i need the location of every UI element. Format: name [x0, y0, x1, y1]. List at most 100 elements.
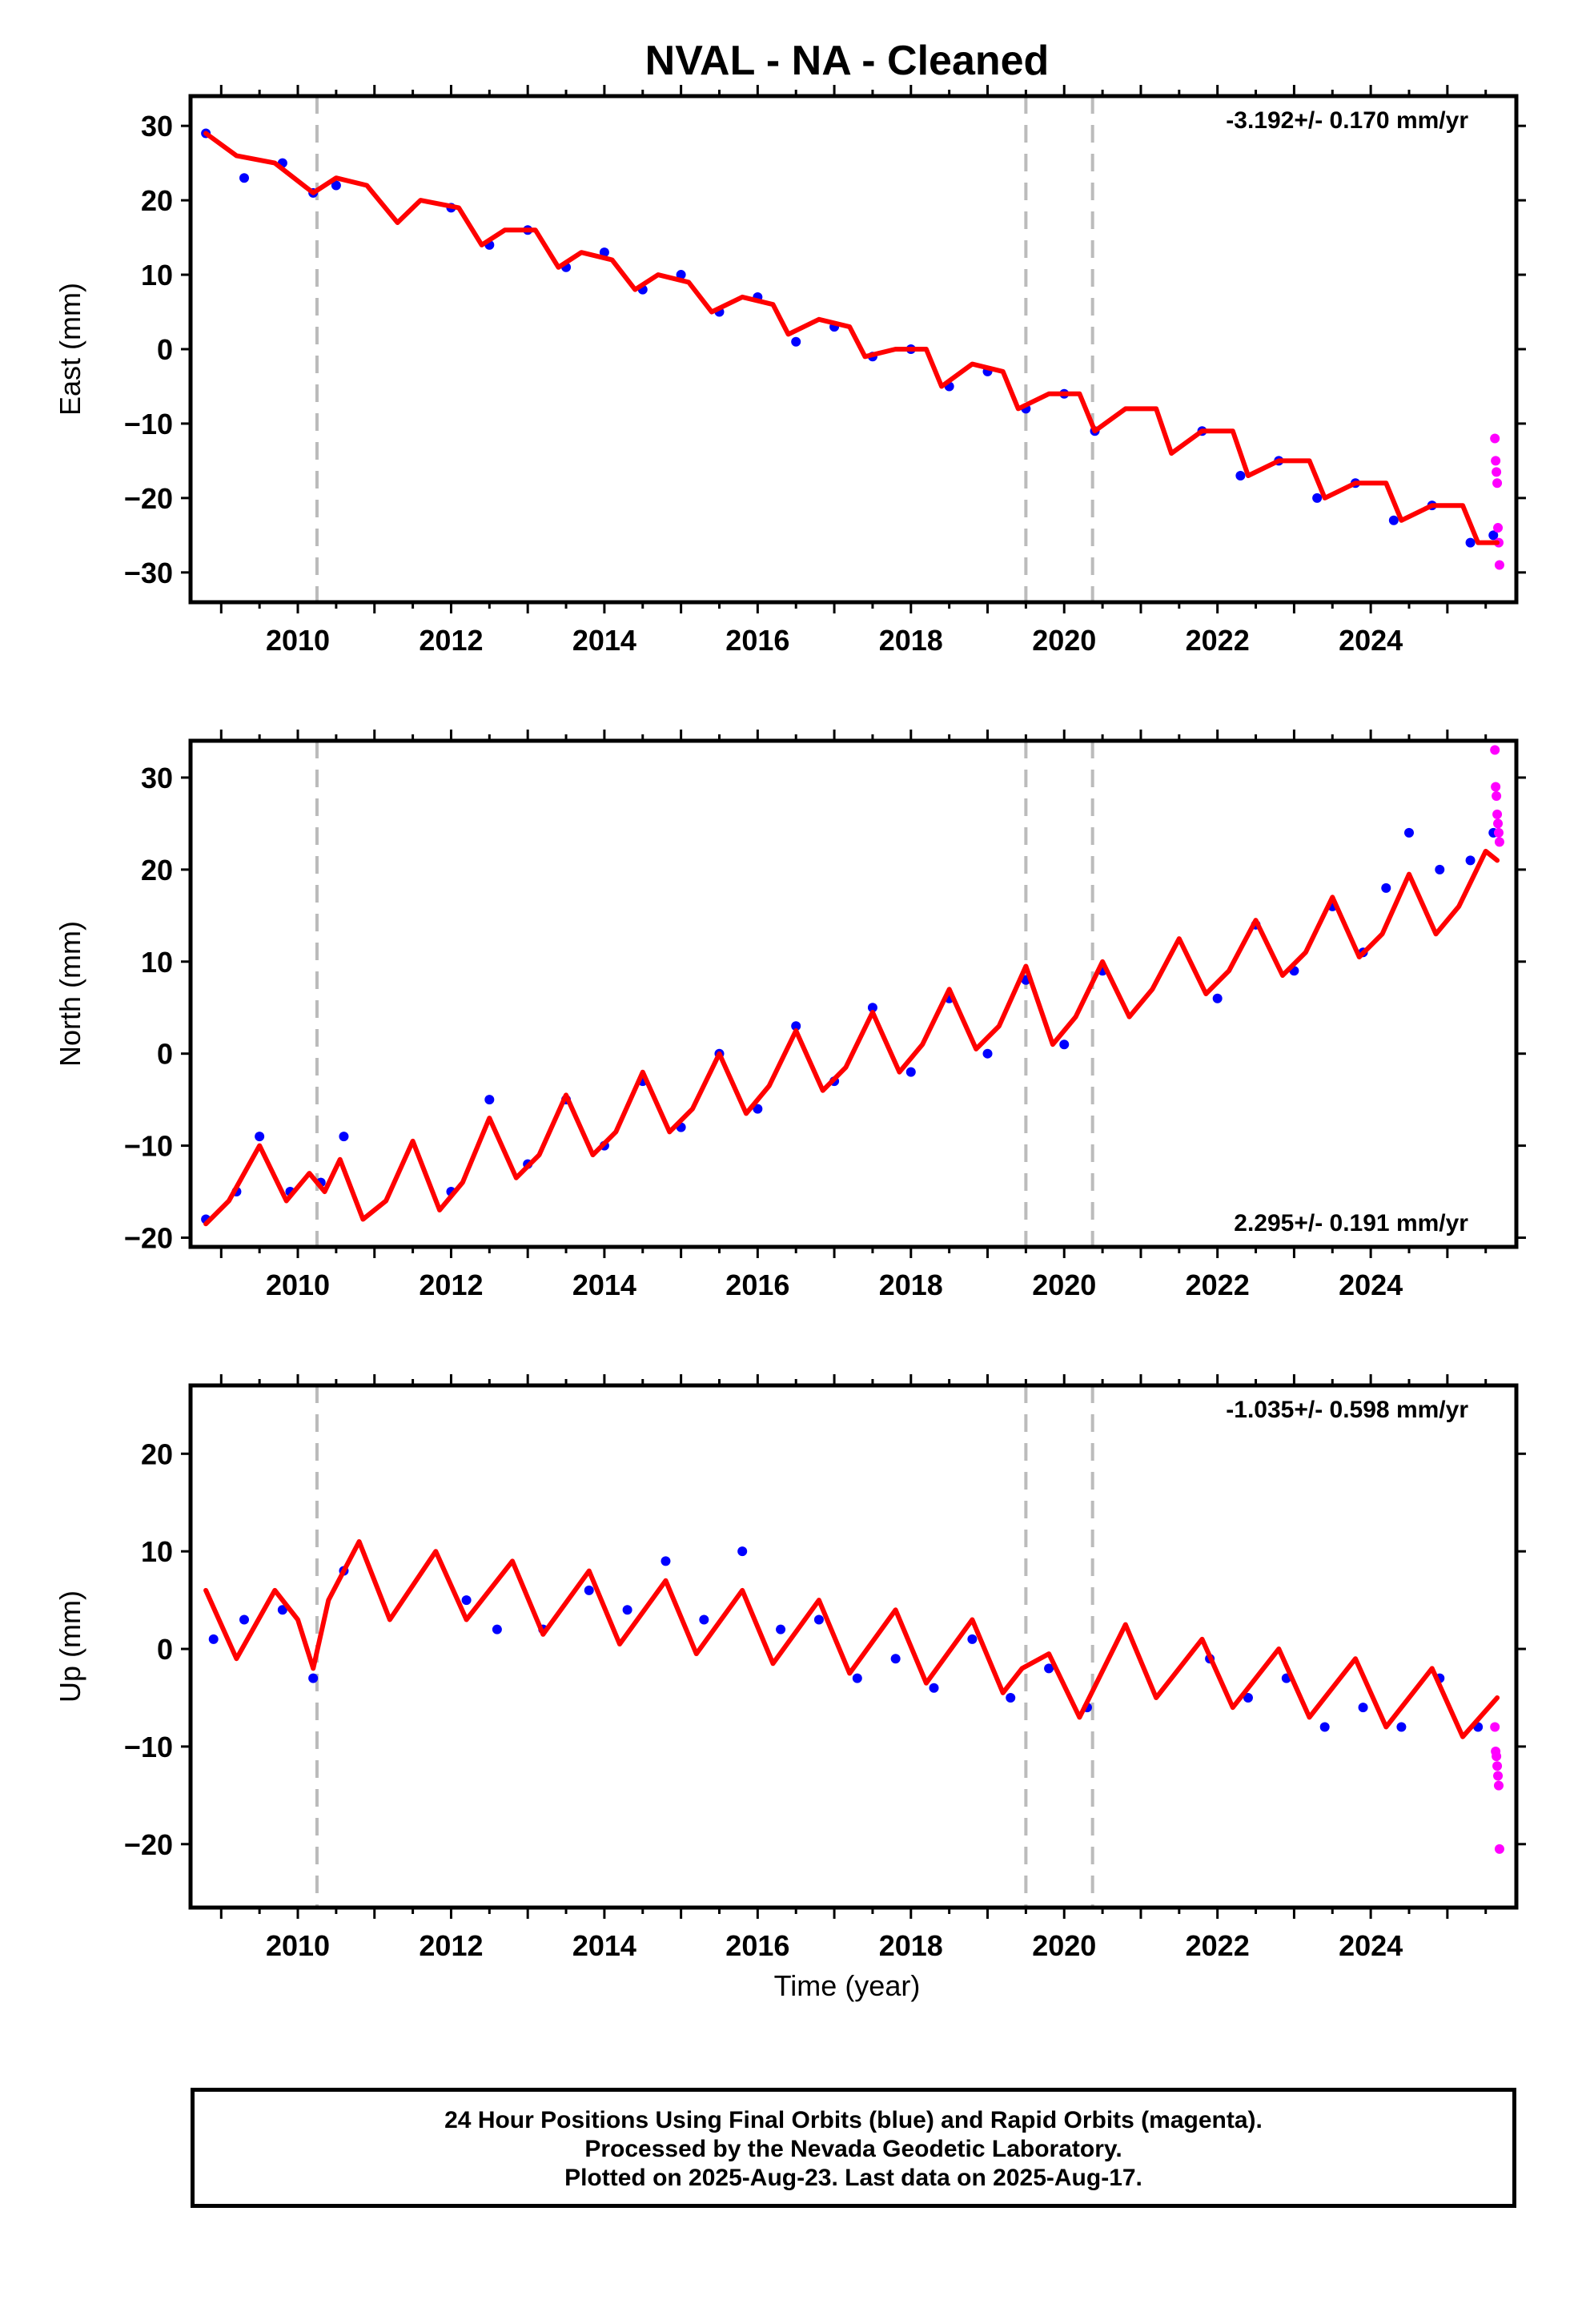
x-tick-label: 2016 [725, 1269, 789, 1301]
final-orbit-point [1381, 883, 1391, 893]
rapid-orbit-point [1490, 1722, 1500, 1732]
final-orbit-point [461, 1595, 472, 1606]
final-orbit-point [239, 173, 250, 183]
final-orbit-point [699, 1614, 709, 1625]
final-orbit-point [1435, 864, 1445, 875]
y-tick-label: 30 [141, 110, 173, 143]
rapid-orbit-point [1491, 456, 1501, 466]
final-orbit-point [890, 1654, 901, 1664]
final-orbit-point [331, 180, 341, 191]
final-orbit-point [737, 1546, 748, 1557]
x-tick-label: 2022 [1186, 1269, 1250, 1301]
y-tick-label: 20 [141, 1437, 173, 1470]
final-orbit-point [1358, 1703, 1368, 1713]
up-panel: −20 −10 0 10 20 2010 2012 2014 2016 2018 2020 2022 2… [54, 1374, 1526, 1962]
final-orbit-point [753, 1104, 763, 1114]
final-orbit-point [982, 1048, 993, 1059]
final-orbit-point [484, 1095, 495, 1105]
final-orbit-point [791, 1021, 801, 1031]
y-tick-label: −20 [124, 1222, 173, 1255]
final-orbit-point [492, 1624, 502, 1634]
y-tick-label: −10 [124, 408, 173, 440]
final-orbit-point [277, 1605, 287, 1615]
east-plot-area [201, 96, 1504, 602]
x-tick-label: 2024 [1339, 1929, 1403, 1962]
east-y-axis-label: East (mm) [54, 283, 86, 416]
rapid-orbit-point [1494, 560, 1504, 570]
north-y-axis-label: North (mm) [54, 921, 86, 1067]
up-y-axis-label: Up (mm) [54, 1590, 86, 1703]
y-tick-label: −10 [124, 1130, 173, 1163]
rapid-orbit-point [1492, 467, 1502, 477]
rapid-orbit-point [1492, 1751, 1502, 1762]
final-orbit-point [867, 1003, 877, 1013]
final-orbit-point [661, 1556, 671, 1566]
rapid-orbit-point [1493, 1771, 1504, 1781]
rapid-orbit-point [1491, 782, 1501, 792]
up-plot-area [203, 1385, 1504, 1908]
x-tick-label: 2018 [879, 1269, 943, 1301]
north-frame [188, 738, 1519, 1249]
x-tick-label: 2024 [1339, 624, 1403, 657]
x-tick-label: 2020 [1032, 624, 1096, 657]
footer-line-2: Processed by the Nevada Geodetic Laborat… [584, 2136, 1122, 2162]
north-plot-area [201, 741, 1504, 1247]
y-tick-label: −30 [124, 557, 173, 589]
y-tick-label: 0 [157, 1633, 173, 1666]
x-tick-label: 2022 [1186, 1929, 1250, 1962]
y-tick-label: −20 [124, 482, 173, 515]
x-tick-label: 2012 [419, 624, 483, 657]
final-orbit-point [1388, 515, 1399, 525]
final-orbit-point [308, 1673, 319, 1683]
north-rate-label: 2.295+/- 0.191 mm/yr [1234, 1210, 1468, 1236]
final-orbit-point [905, 1067, 916, 1077]
x-tick-label: 2018 [879, 1929, 943, 1962]
x-tick-label: 2024 [1339, 1269, 1403, 1301]
y-tick-label: 20 [141, 184, 173, 217]
final-orbit-point [1465, 537, 1476, 548]
rapid-orbit-point [1492, 809, 1503, 819]
final-orbit-point [1006, 1692, 1016, 1703]
x-tick-label: 2018 [879, 624, 943, 657]
model-fit-line [203, 1539, 1500, 1739]
final-orbit-point [1059, 1039, 1070, 1050]
rapid-orbit-point [1490, 745, 1500, 755]
final-orbit-point [1403, 827, 1414, 838]
y-tick-label: 0 [157, 333, 173, 366]
final-orbit-point [1488, 530, 1499, 541]
rapid-orbit-point [1493, 523, 1504, 533]
x-tick-label: 2020 [1032, 1269, 1096, 1301]
rapid-orbit-point [1492, 790, 1502, 801]
x-tick-label: 2012 [419, 1269, 483, 1301]
y-tick-label: −20 [124, 1828, 173, 1861]
rapid-orbit-point [1494, 1844, 1504, 1854]
x-tick-label: 2010 [266, 1269, 330, 1301]
east-panel: −30 −20 −10 0 10 20 30 2010 2012 2014 2016 2018 2020… [54, 85, 1526, 657]
rapid-orbit-point [1493, 827, 1504, 838]
final-orbit-point [852, 1673, 862, 1683]
north-panel: −20 −10 0 10 20 30 2010 2012 2014 2016 2018 2020 202… [54, 730, 1526, 1301]
final-orbit-point [239, 1614, 250, 1625]
x-tick-label: 2016 [725, 624, 789, 657]
final-orbit-point [599, 247, 609, 258]
rapid-orbit-point [1493, 1780, 1504, 1791]
x-tick-label: 2014 [572, 1269, 636, 1301]
final-orbit-point [1243, 1692, 1253, 1703]
chart-title: NVAL - NA - Cleaned [645, 38, 1050, 84]
x-tick-label: 2022 [1186, 624, 1250, 657]
final-orbit-point [676, 270, 686, 280]
y-tick-label: 30 [141, 762, 173, 794]
x-axis-label: Time (year) [774, 1969, 921, 2002]
final-orbit-point [1212, 993, 1223, 1003]
final-orbit-point [929, 1683, 939, 1693]
model-fit-line [203, 848, 1500, 1227]
final-orbit-point [255, 1132, 265, 1142]
x-tick-label: 2014 [572, 624, 636, 657]
up-rate-label: -1.035+/- 0.598 mm/yr [1226, 1397, 1468, 1423]
final-orbit-point [813, 1614, 824, 1625]
final-orbit-point [584, 1585, 594, 1595]
final-orbit-point [1465, 855, 1476, 866]
footer-info-box: 24 Hour Positions Using Final Orbits (bl… [191, 2088, 1516, 2208]
y-tick-label: 10 [141, 946, 173, 979]
